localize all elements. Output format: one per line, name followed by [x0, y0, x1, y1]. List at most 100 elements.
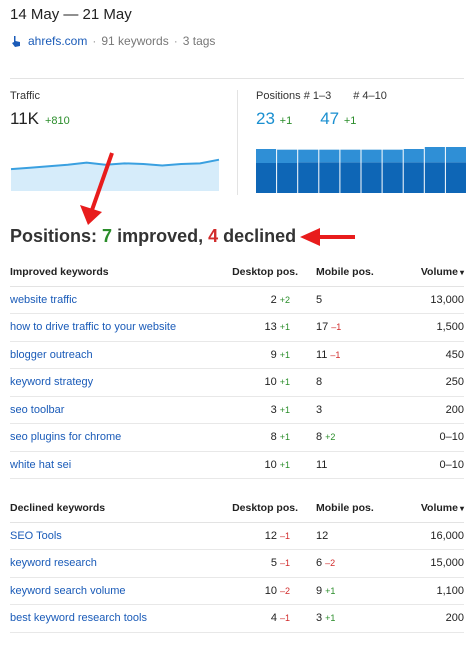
keyword-link[interactable]: SEO Tools [10, 522, 222, 550]
keyword-link[interactable]: seo toolbar [10, 396, 222, 424]
traffic-summary: Traffic 11K +810 [10, 90, 222, 195]
desktop-position-value: 13 [264, 321, 277, 334]
search-volume: 1,100 [394, 577, 464, 605]
desktop-position: 8 +1 [222, 423, 308, 452]
improved-word: improved, [117, 226, 204, 246]
bar-positions-1-3 [445, 147, 466, 163]
keyword-link[interactable]: seo plugins for chrome [10, 423, 222, 452]
bar-positions-1-3 [382, 149, 403, 163]
bar-positions-4-10 [298, 162, 319, 193]
desktop-position: 5 –1 [222, 549, 308, 578]
declined-keywords-table: Declined keywords Desktop pos. Mobile po… [10, 494, 464, 633]
mobile-position-value: 17 [316, 321, 329, 334]
traffic-label: Traffic [10, 90, 40, 102]
desktop-position-delta: +2 [279, 294, 290, 305]
bar-positions-1-3 [256, 149, 277, 163]
improved-rows: website traffic 2 +2 5 13,000 how to drive tr… [10, 286, 464, 479]
desktop-position: 13 +1 [222, 313, 308, 342]
desktop-position-delta: –1 [279, 613, 290, 624]
mobile-position: 11 [308, 451, 394, 479]
positions-headline: Positions: 7 improved, 4 declined [10, 226, 296, 247]
site-link[interactable]: ahrefs.com [28, 34, 88, 48]
desktop-position-delta: –1 [279, 530, 290, 541]
positions-summary: Positions # 1–3 # 4–10 23 +1 47 +1 [256, 90, 466, 195]
traffic-value: 11K [10, 109, 39, 128]
keyword-link[interactable]: best keyword research tools [10, 604, 222, 633]
mobile-position-value: 5 [316, 293, 323, 306]
header-divider [10, 78, 464, 79]
traffic-line [10, 158, 220, 171]
bar-positions-1-3 [403, 149, 424, 163]
bar-positions-1-3 [340, 149, 361, 163]
mobile-position: 6 –2 [308, 549, 394, 578]
desktop-position: 3 +1 [222, 396, 308, 424]
column-header-keyword: Declined keywords [10, 494, 222, 523]
desktop-position-delta: +1 [279, 459, 290, 470]
column-header-volume[interactable]: Volume ▾ [394, 258, 464, 287]
mobile-position-delta: –1 [330, 349, 341, 360]
column-header-desktop[interactable]: Desktop pos. [222, 258, 308, 287]
search-volume: 16,000 [394, 522, 464, 550]
mobile-position: 3 +1 [308, 604, 394, 633]
mobile-position-value: 8 [316, 431, 323, 444]
desktop-position-delta: +1 [279, 404, 290, 415]
table-row: seo toolbar 3 +1 3 200 [10, 396, 464, 424]
desktop-position-value: 5 [270, 557, 277, 570]
desktop-position: 4 –1 [222, 604, 308, 633]
desktop-position-delta: +1 [279, 377, 290, 388]
column-header-desktop[interactable]: Desktop pos. [222, 494, 308, 523]
keyword-link[interactable]: how to drive traffic to your website [10, 313, 222, 342]
mobile-position-value: 11 [316, 458, 328, 471]
mobile-position: 17 –1 [308, 313, 394, 342]
mobile-position-value: 9 [316, 584, 323, 597]
mobile-position-value: 3 [316, 403, 323, 416]
desktop-position-value: 10 [264, 584, 277, 597]
mobile-position: 9 +1 [308, 577, 394, 605]
mobile-position: 8 +2 [308, 423, 394, 452]
table-row: how to drive traffic to your website 13 +1… [10, 313, 464, 342]
search-volume: 15,000 [394, 549, 464, 578]
mobile-position-delta: +2 [325, 432, 336, 443]
column-header-volume[interactable]: Volume ▾ [394, 494, 464, 523]
mobile-position-delta: +1 [325, 613, 336, 624]
mobile-position: 5 [308, 286, 394, 314]
desktop-position-value: 9 [270, 348, 277, 361]
keyword-link[interactable]: white hat sei [10, 451, 222, 479]
mobile-position-delta: +1 [325, 585, 336, 596]
mobile-position-value: 6 [316, 557, 323, 570]
table-row: blogger outreach 9 +1 11 –1 450 [10, 341, 464, 369]
table-header-row: Declined keywords Desktop pos. Mobile po… [10, 494, 464, 523]
keyword-link[interactable]: keyword research [10, 549, 222, 578]
site-pointer-icon [10, 35, 23, 48]
search-volume: 250 [394, 368, 464, 397]
desktop-position: 10 +1 [222, 451, 308, 479]
desktop-position: 2 +2 [222, 286, 308, 314]
column-header-mobile[interactable]: Mobile pos. [308, 258, 394, 287]
headline-prefix: Positions: [10, 226, 98, 246]
search-volume: 0–10 [394, 451, 464, 479]
bar-positions-1-3 [298, 149, 319, 163]
table-row: website traffic 2 +2 5 13,000 [10, 286, 464, 314]
separator-dot: · [173, 34, 178, 48]
keyword-link[interactable]: keyword strategy [10, 368, 222, 397]
desktop-position-value: 12 [264, 529, 277, 542]
table-row: keyword strategy 10 +1 8 250 [10, 368, 464, 397]
bar-positions-4-10 [256, 163, 277, 193]
date-range: 14 May — 21 May [10, 6, 132, 23]
keyword-link[interactable]: blogger outreach [10, 341, 222, 369]
table-row: SEO Tools 12 –1 12 16,000 [10, 522, 464, 550]
search-volume: 1,500 [394, 313, 464, 342]
bar-positions-4-10 [424, 162, 445, 193]
sort-desc-icon: ▾ [459, 267, 464, 277]
desktop-position: 10 –2 [222, 577, 308, 605]
table-row: seo plugins for chrome 8 +1 8 +2 0–10 [10, 423, 464, 452]
mobile-position-value: 3 [316, 612, 323, 625]
bar-positions-4-10 [403, 162, 424, 193]
positions-4-10-delta: +1 [343, 115, 357, 127]
keyword-link[interactable]: website traffic [10, 286, 222, 314]
keyword-link[interactable]: keyword search volume [10, 577, 222, 605]
column-header-keyword: Improved keywords [10, 258, 222, 287]
column-header-mobile[interactable]: Mobile pos. [308, 494, 394, 523]
search-volume: 0–10 [394, 423, 464, 452]
bar-positions-4-10 [361, 162, 382, 193]
